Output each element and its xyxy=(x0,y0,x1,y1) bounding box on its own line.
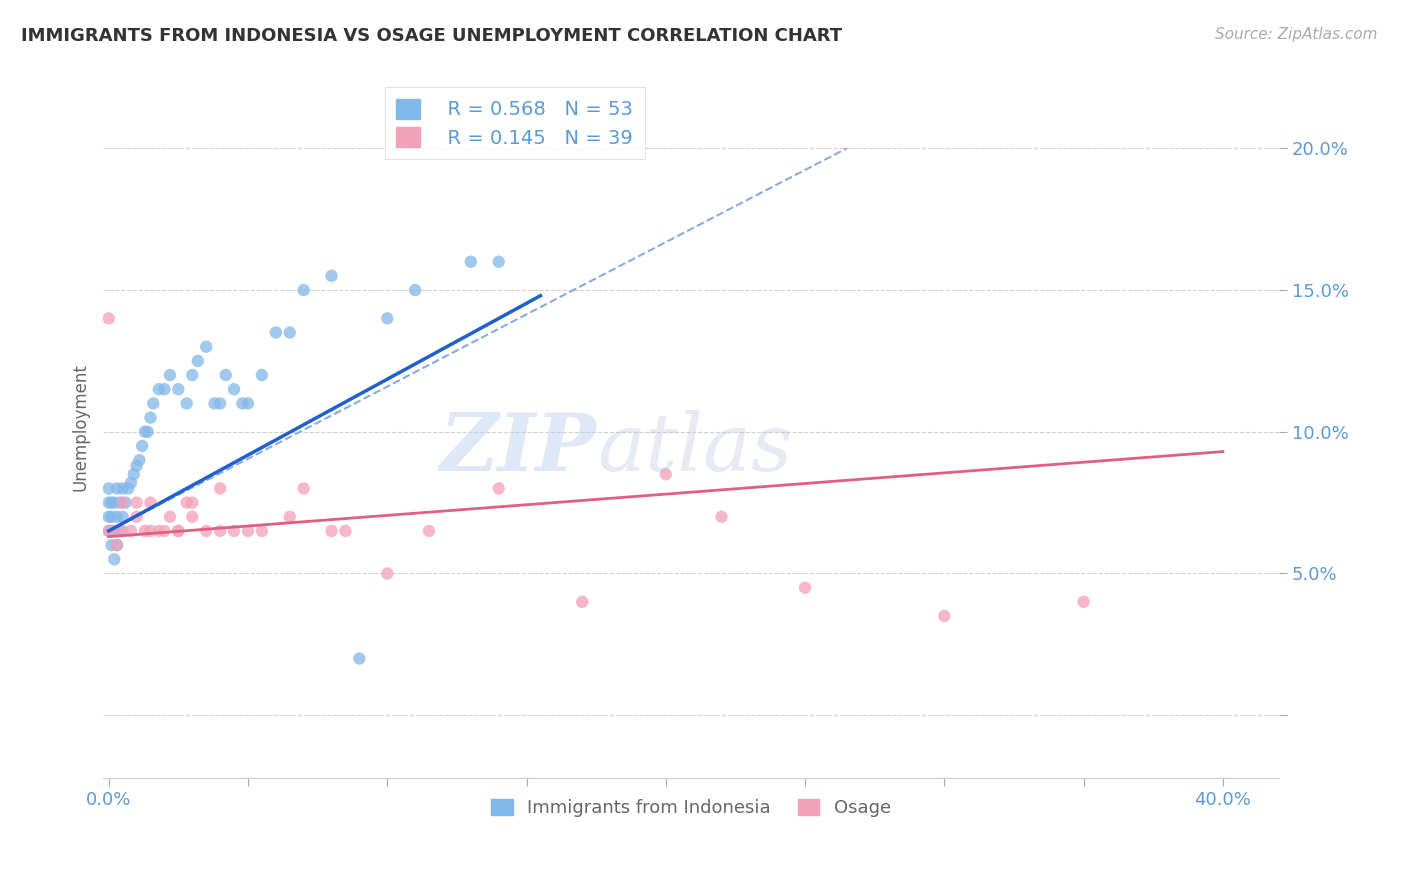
Point xyxy=(292,283,315,297)
Point xyxy=(153,524,176,538)
Point xyxy=(122,467,145,482)
Point xyxy=(209,396,232,410)
Point xyxy=(181,368,204,382)
Point xyxy=(111,509,134,524)
Point xyxy=(264,326,287,340)
Point xyxy=(97,509,120,524)
Point xyxy=(236,524,259,538)
Point xyxy=(278,326,301,340)
Point xyxy=(100,509,122,524)
Point xyxy=(108,495,131,509)
Point xyxy=(105,538,128,552)
Point xyxy=(250,368,273,382)
Point xyxy=(181,509,204,524)
Point xyxy=(488,482,510,496)
Point xyxy=(250,524,273,538)
Point xyxy=(103,552,125,566)
Point xyxy=(710,509,733,524)
Point xyxy=(222,524,245,538)
Point xyxy=(103,524,125,538)
Point xyxy=(105,482,128,496)
Point xyxy=(167,382,190,396)
Text: atlas: atlas xyxy=(596,409,792,487)
Point xyxy=(204,396,226,410)
Point xyxy=(100,495,122,509)
Point xyxy=(460,254,482,268)
Point xyxy=(125,495,148,509)
Point xyxy=(134,524,156,538)
Point xyxy=(321,268,343,283)
Y-axis label: Unemployment: Unemployment xyxy=(72,364,89,491)
Point xyxy=(349,651,371,665)
Point xyxy=(120,524,142,538)
Point xyxy=(231,396,253,410)
Point xyxy=(236,396,259,410)
Point xyxy=(934,609,956,624)
Text: ZIP: ZIP xyxy=(440,409,596,487)
Point xyxy=(335,524,357,538)
Point xyxy=(105,538,128,552)
Point xyxy=(100,538,122,552)
Point xyxy=(195,524,218,538)
Point xyxy=(97,524,120,538)
Point xyxy=(167,524,190,538)
Point xyxy=(139,495,162,509)
Point xyxy=(111,495,134,509)
Point xyxy=(120,475,142,490)
Point xyxy=(117,482,139,496)
Point xyxy=(153,382,176,396)
Text: Source: ZipAtlas.com: Source: ZipAtlas.com xyxy=(1215,27,1378,42)
Point xyxy=(114,495,136,509)
Point xyxy=(375,566,398,581)
Point xyxy=(1073,595,1095,609)
Point xyxy=(159,509,181,524)
Point xyxy=(97,495,120,509)
Point xyxy=(181,495,204,509)
Point xyxy=(134,425,156,439)
Point xyxy=(139,524,162,538)
Point xyxy=(103,495,125,509)
Point xyxy=(125,509,148,524)
Point xyxy=(136,425,159,439)
Point xyxy=(292,482,315,496)
Point xyxy=(176,396,198,410)
Point xyxy=(100,524,122,538)
Point xyxy=(105,509,128,524)
Point xyxy=(571,595,593,609)
Point xyxy=(655,467,678,482)
Point xyxy=(794,581,817,595)
Point xyxy=(128,453,150,467)
Legend: Immigrants from Indonesia, Osage: Immigrants from Indonesia, Osage xyxy=(484,792,898,824)
Point xyxy=(111,524,134,538)
Point xyxy=(209,482,232,496)
Point xyxy=(97,311,120,326)
Point xyxy=(321,524,343,538)
Point xyxy=(418,524,440,538)
Text: IMMIGRANTS FROM INDONESIA VS OSAGE UNEMPLOYMENT CORRELATION CHART: IMMIGRANTS FROM INDONESIA VS OSAGE UNEMP… xyxy=(21,27,842,45)
Point xyxy=(131,439,153,453)
Point xyxy=(278,509,301,524)
Point xyxy=(142,396,165,410)
Point xyxy=(215,368,238,382)
Point xyxy=(195,340,218,354)
Point xyxy=(108,524,131,538)
Point xyxy=(375,311,398,326)
Point xyxy=(176,495,198,509)
Point xyxy=(100,524,122,538)
Point xyxy=(187,354,209,368)
Point xyxy=(97,482,120,496)
Point xyxy=(97,524,120,538)
Point xyxy=(148,524,170,538)
Point xyxy=(209,524,232,538)
Point xyxy=(159,368,181,382)
Point xyxy=(111,482,134,496)
Point xyxy=(404,283,426,297)
Point xyxy=(125,458,148,473)
Point xyxy=(148,382,170,396)
Point xyxy=(222,382,245,396)
Point xyxy=(167,524,190,538)
Point xyxy=(488,254,510,268)
Point xyxy=(139,410,162,425)
